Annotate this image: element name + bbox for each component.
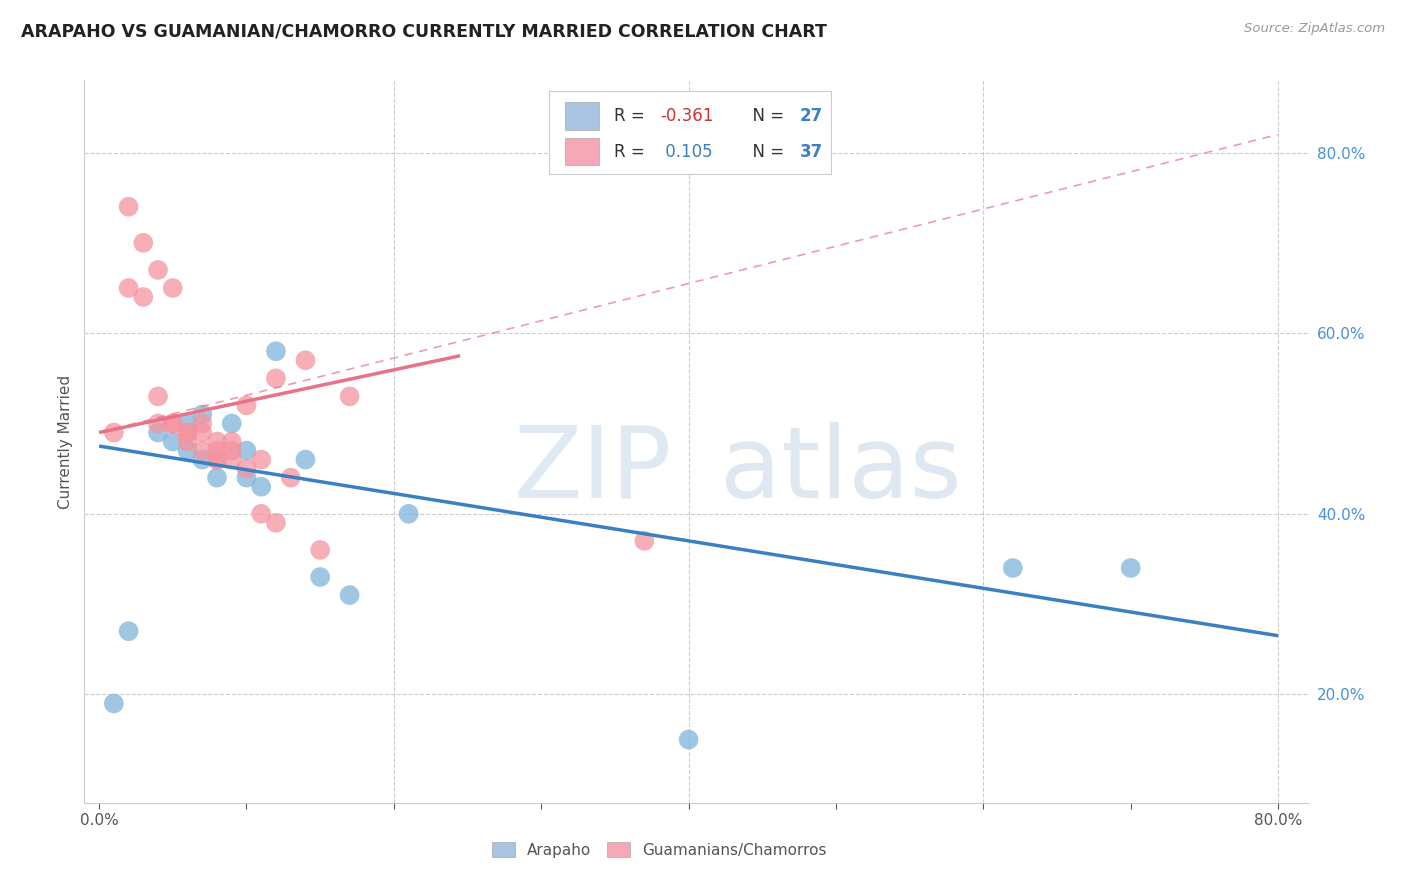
Point bbox=[191, 425, 214, 440]
Text: R =: R = bbox=[614, 143, 650, 161]
Point bbox=[235, 398, 257, 412]
Text: R =: R = bbox=[614, 107, 650, 125]
Point bbox=[309, 570, 332, 584]
Point bbox=[221, 417, 243, 431]
Point bbox=[146, 389, 169, 403]
Point bbox=[221, 452, 243, 467]
Point bbox=[294, 452, 316, 467]
FancyBboxPatch shape bbox=[550, 91, 831, 174]
Point bbox=[176, 425, 198, 440]
Point bbox=[162, 417, 184, 431]
Point bbox=[146, 263, 169, 277]
Point bbox=[162, 281, 184, 295]
Point bbox=[176, 443, 198, 458]
Text: atlas: atlas bbox=[720, 422, 962, 519]
Point bbox=[205, 452, 228, 467]
Text: 0.105: 0.105 bbox=[661, 143, 713, 161]
Point bbox=[132, 235, 155, 250]
Y-axis label: Currently Married: Currently Married bbox=[58, 375, 73, 508]
Point bbox=[117, 200, 139, 214]
Text: 37: 37 bbox=[800, 143, 823, 161]
Point bbox=[235, 461, 257, 475]
Point bbox=[146, 417, 169, 431]
Point bbox=[146, 425, 169, 440]
Point bbox=[205, 443, 228, 458]
Point bbox=[191, 417, 214, 431]
Point bbox=[205, 471, 228, 485]
Point bbox=[339, 389, 361, 403]
Point bbox=[176, 425, 198, 440]
Point bbox=[191, 443, 214, 458]
Point bbox=[132, 290, 155, 304]
Point bbox=[633, 533, 655, 548]
Point bbox=[103, 425, 125, 440]
Point bbox=[1001, 561, 1024, 575]
Text: -0.361: -0.361 bbox=[661, 107, 714, 125]
Point bbox=[250, 480, 273, 494]
Point bbox=[309, 542, 332, 557]
Point bbox=[176, 434, 198, 449]
Point bbox=[235, 471, 257, 485]
Point bbox=[176, 417, 198, 431]
FancyBboxPatch shape bbox=[565, 138, 599, 165]
Point bbox=[264, 371, 287, 385]
Point bbox=[264, 516, 287, 530]
Point bbox=[235, 443, 257, 458]
Text: ARAPAHO VS GUAMANIAN/CHAMORRO CURRENTLY MARRIED CORRELATION CHART: ARAPAHO VS GUAMANIAN/CHAMORRO CURRENTLY … bbox=[21, 22, 827, 40]
Point bbox=[678, 732, 700, 747]
FancyBboxPatch shape bbox=[565, 103, 599, 129]
Point bbox=[221, 443, 243, 458]
Legend: Arapaho, Guamanians/Chamorros: Arapaho, Guamanians/Chamorros bbox=[486, 836, 832, 863]
Point bbox=[1119, 561, 1142, 575]
Text: N =: N = bbox=[742, 143, 790, 161]
Text: 27: 27 bbox=[800, 107, 823, 125]
Point bbox=[250, 507, 273, 521]
Point bbox=[117, 281, 139, 295]
Point bbox=[264, 344, 287, 359]
Text: N =: N = bbox=[742, 107, 790, 125]
Point bbox=[191, 408, 214, 422]
Point bbox=[294, 353, 316, 368]
Point bbox=[221, 434, 243, 449]
Point bbox=[250, 452, 273, 467]
Point bbox=[103, 697, 125, 711]
Text: Source: ZipAtlas.com: Source: ZipAtlas.com bbox=[1244, 22, 1385, 36]
Point bbox=[205, 452, 228, 467]
Point bbox=[280, 471, 302, 485]
Point bbox=[117, 624, 139, 639]
Point bbox=[162, 434, 184, 449]
Point bbox=[162, 417, 184, 431]
Text: ZIP: ZIP bbox=[513, 422, 672, 519]
Point bbox=[339, 588, 361, 602]
Point bbox=[191, 452, 214, 467]
Point bbox=[205, 434, 228, 449]
Point bbox=[398, 507, 420, 521]
